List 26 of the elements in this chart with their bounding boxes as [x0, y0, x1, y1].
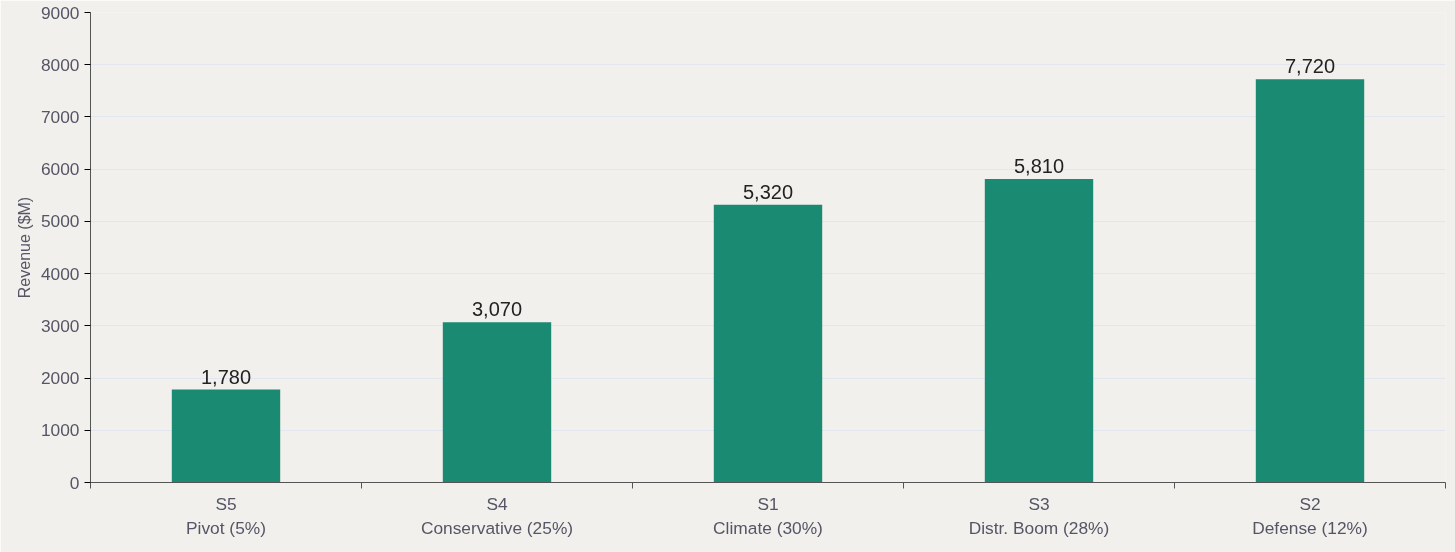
y-tick-label: 5000: [40, 211, 80, 232]
bar: [984, 179, 1094, 483]
bar: [713, 204, 823, 483]
data-label: 5,810: [1013, 155, 1065, 178]
bar: [171, 389, 281, 483]
y-tick-label: 9000: [40, 2, 80, 23]
y-tick-label: 6000: [40, 159, 80, 180]
y-tick-label: 1000: [40, 420, 80, 441]
x-tick-label: S1 Climate (30%): [713, 493, 823, 538]
y-tick-label: 8000: [40, 54, 80, 75]
bar: [1255, 79, 1365, 483]
data-label: 5,320: [742, 180, 794, 203]
data-label: 1,780: [200, 365, 252, 388]
y-tick-label: 2000: [40, 368, 80, 389]
x-tick-label: S4 Conservative (25%): [420, 493, 574, 538]
x-tick-label: S3 Distr. Boom (28%): [968, 493, 1110, 538]
y-tick-label: 3000: [40, 315, 80, 336]
y-tick-label: 7000: [40, 106, 80, 127]
data-label: 3,070: [471, 298, 523, 321]
y-tick-label: 4000: [40, 263, 80, 284]
data-label: 7,720: [1284, 55, 1336, 78]
x-tick-label: S5 Pivot (5%): [186, 493, 266, 538]
bar: [442, 322, 552, 483]
y-tick-label: 0: [69, 472, 80, 493]
y-axis-title: Revenue ($M): [15, 196, 33, 299]
x-tick-label: S2 Defense (12%): [1252, 493, 1368, 538]
